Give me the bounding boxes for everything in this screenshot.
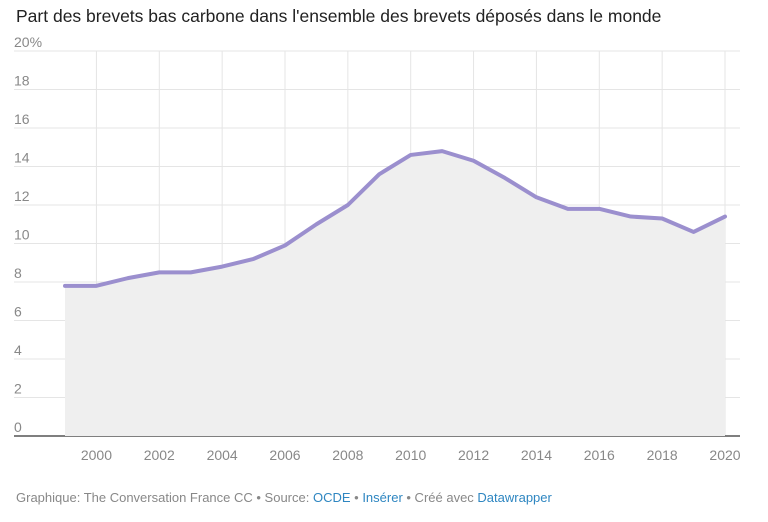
x-tick-label-2018: 2018 [647, 447, 678, 463]
y-axis: 0 2 4 6 8 10 12 14 16 18 20% [14, 34, 42, 435]
x-tick-label-2016: 2016 [584, 447, 615, 463]
footer: Graphique: The Conversation France CC • … [16, 490, 552, 505]
y-tick-label-6: 6 [14, 304, 22, 320]
footer-credit: Graphique: The Conversation France CC • … [16, 490, 313, 505]
x-tick-label-2002: 2002 [144, 447, 175, 463]
y-tick-label-18: 18 [14, 73, 30, 89]
x-tick-label-2010: 2010 [395, 447, 426, 463]
x-tick-label-2020: 2020 [709, 447, 740, 463]
y-tick-label-4: 4 [14, 342, 22, 358]
embed-link[interactable]: Insérer [362, 490, 403, 505]
x-tick-label-2012: 2012 [458, 447, 489, 463]
datawrapper-link[interactable]: Datawrapper [477, 490, 552, 505]
y-tick-label-16: 16 [14, 111, 30, 127]
series-line [63, 149, 727, 288]
x-tick-label-2014: 2014 [521, 447, 552, 463]
x-tick-label-2004: 2004 [207, 447, 238, 463]
y-tick-label-20: 20% [14, 34, 42, 50]
y-tick-label-10: 10 [14, 227, 30, 243]
y-tick-label-14: 14 [14, 150, 30, 166]
footer-separator: • [350, 490, 363, 505]
y-tick-label-12: 12 [14, 188, 30, 204]
footer-created-with: • Créé avec [402, 490, 478, 505]
area-fill [65, 151, 725, 436]
x-tick-label-2006: 2006 [269, 447, 300, 463]
y-tick-label-8: 8 [14, 265, 22, 281]
x-axis: 2000 2002 2004 2006 2008 2010 2012 2014 2016 2018… [81, 447, 741, 463]
x-tick-label-2000: 2000 [81, 447, 112, 463]
source-link[interactable]: OCDE [312, 490, 351, 505]
x-tick-label-2008: 2008 [332, 447, 363, 463]
line-layer [63, 149, 727, 288]
y-tick-label-0: 0 [14, 419, 22, 435]
y-tick-label-2: 2 [14, 381, 22, 397]
area-layer [65, 151, 725, 436]
chart-title: Part des brevets bas carbone dans l'ense… [16, 6, 662, 26]
